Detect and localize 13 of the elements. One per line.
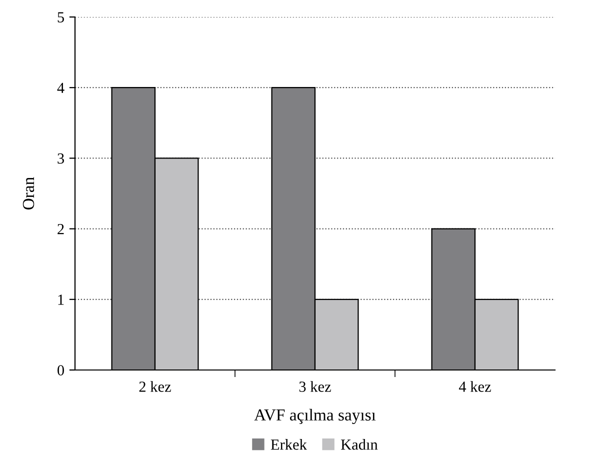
x-axis-title: AVF açılma sayısı — [254, 408, 376, 424]
legend-label: Erkek — [270, 439, 307, 450]
y-tick-label: 1 — [58, 294, 64, 305]
x-tick-label: 3 kez — [299, 381, 331, 392]
legend-label: Kadın — [340, 439, 378, 450]
y-tick-label: 0 — [58, 365, 64, 376]
y-tick-label: 3 — [58, 153, 64, 164]
x-tick-label: 4 kez — [458, 381, 491, 392]
x-tick-label: 2 kez — [139, 381, 171, 392]
y-axis-title: Oran — [22, 177, 34, 210]
y-tick-label: 4 — [57, 82, 64, 93]
y-tick-label: 2 — [58, 224, 64, 234]
y-tick-label: 5 — [58, 12, 64, 22]
